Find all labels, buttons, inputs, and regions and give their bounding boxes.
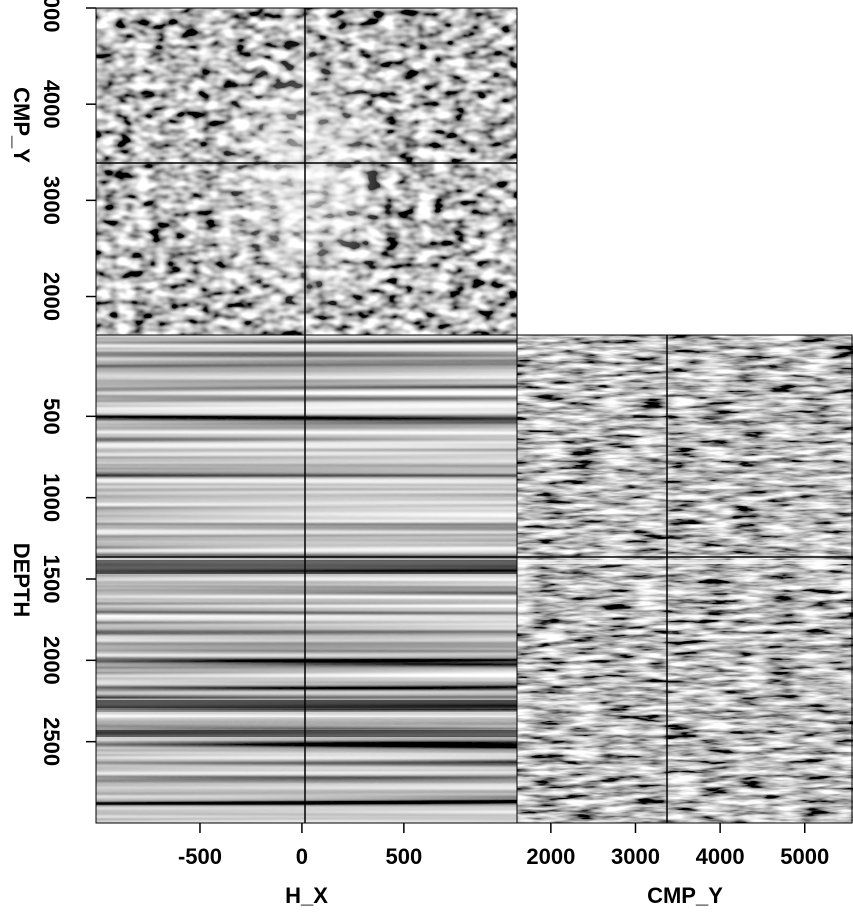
y-tick-label: 2000: [39, 272, 64, 321]
frame: [516, 334, 853, 824]
x-tick-label: 0: [296, 844, 308, 869]
image-panel: [96, 335, 517, 823]
x-tick-label: -500: [178, 844, 222, 869]
y-tick-label: 500: [39, 398, 64, 435]
y-tick-label: 2000: [39, 636, 64, 685]
y-axis-label: CMP_Y: [9, 87, 34, 163]
y-axis-label: DEPTH: [9, 543, 34, 618]
reflector: [96, 700, 517, 708]
reflector: [517, 560, 853, 564]
x-tick-label: 500: [385, 844, 422, 869]
x-tick-label: 2000: [526, 844, 575, 869]
x-tick-label: 5000: [780, 844, 829, 869]
overlay: [95, 7, 853, 824]
x-axis-label: CMP_Y: [647, 883, 723, 908]
y-tick-label: 1500: [39, 555, 64, 604]
image-panel: [517, 335, 853, 823]
y-tick-label: 2500: [39, 717, 64, 766]
y-tick-label: 4000: [39, 80, 64, 129]
reflector: [96, 730, 517, 737]
y-tick-label: 1000: [39, 473, 64, 522]
y-tick-label: 3000: [39, 176, 64, 225]
x-tick-label: 4000: [696, 844, 745, 869]
x-tick-label: 3000: [611, 844, 660, 869]
y-tick-label: 5000: [39, 0, 64, 32]
reflector: [96, 560, 517, 574]
reflector: [96, 712, 517, 717]
x-axis-label: H_X: [285, 883, 328, 908]
